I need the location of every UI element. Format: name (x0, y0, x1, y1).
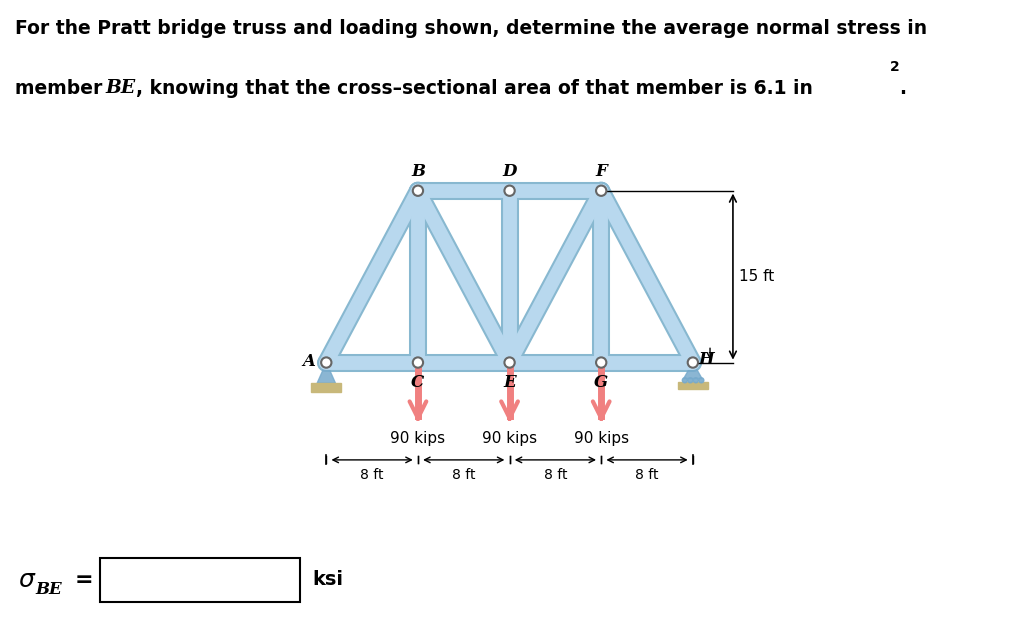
Text: BE: BE (35, 581, 61, 598)
Text: =: = (75, 570, 93, 590)
Circle shape (698, 378, 703, 383)
Text: BE: BE (105, 79, 135, 97)
Text: 8 ft: 8 ft (360, 468, 384, 482)
Text: 8 ft: 8 ft (544, 468, 567, 482)
Text: 15 ft: 15 ft (738, 269, 774, 284)
Circle shape (688, 357, 698, 368)
Circle shape (413, 186, 423, 196)
Circle shape (693, 378, 698, 383)
Circle shape (596, 357, 606, 368)
Bar (678, 382, 708, 389)
Text: For the Pratt bridge truss and loading shown, determine the average normal stres: For the Pratt bridge truss and loading s… (15, 19, 928, 38)
Text: B: B (411, 163, 425, 180)
Text: 90 kips: 90 kips (573, 432, 629, 446)
Circle shape (596, 186, 606, 196)
Circle shape (688, 378, 693, 383)
Circle shape (322, 357, 332, 368)
Text: , knowing that the cross–sectional area of that member is 6.1 in: , knowing that the cross–sectional area … (136, 79, 813, 98)
Text: C: C (412, 374, 425, 391)
Polygon shape (684, 362, 702, 379)
Circle shape (505, 186, 515, 196)
Bar (100, 558, 300, 602)
Text: 90 kips: 90 kips (482, 432, 538, 446)
Text: A: A (302, 353, 314, 370)
Text: F: F (595, 163, 607, 180)
Text: $\sigma$: $\sigma$ (18, 568, 37, 592)
Text: 8 ft: 8 ft (452, 468, 475, 482)
Text: 2: 2 (890, 60, 900, 74)
Circle shape (682, 378, 687, 383)
Text: D: D (503, 163, 517, 180)
Text: H: H (698, 351, 715, 367)
Polygon shape (317, 362, 336, 383)
Bar (311, 383, 341, 392)
Text: ksi: ksi (312, 570, 343, 590)
Circle shape (413, 357, 423, 368)
Text: member: member (15, 79, 110, 98)
Circle shape (505, 357, 515, 368)
Text: G: G (594, 374, 608, 391)
Text: E: E (503, 374, 516, 391)
Text: 8 ft: 8 ft (635, 468, 658, 482)
Text: 90 kips: 90 kips (390, 432, 445, 446)
Text: .: . (899, 79, 906, 98)
